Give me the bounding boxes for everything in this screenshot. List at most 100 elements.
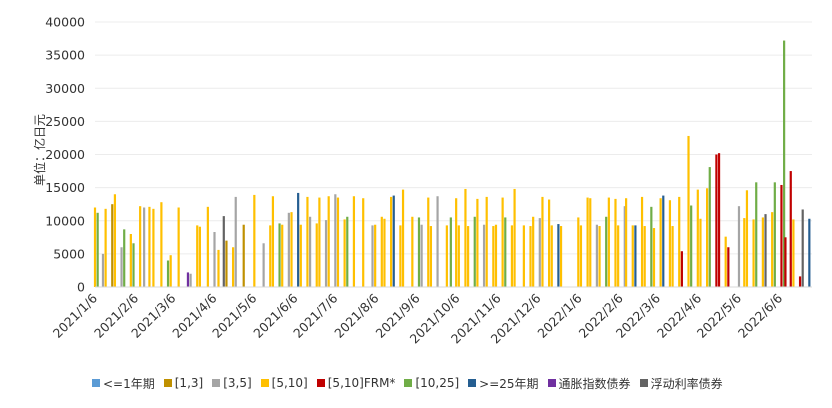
legend-item: [10,25]	[404, 376, 459, 390]
legend-swatch	[92, 379, 100, 387]
bar	[234, 196, 237, 287]
legend-label: <=1年期	[103, 376, 155, 391]
bars	[93, 40, 811, 287]
bar	[383, 218, 386, 287]
bar	[473, 216, 476, 287]
bar	[343, 219, 346, 287]
bar	[485, 196, 488, 287]
x-tick-label: 2021/5/6	[209, 290, 259, 340]
bar	[101, 253, 105, 287]
bar	[231, 247, 235, 287]
legend-item: [5,10]	[260, 376, 308, 390]
bar	[371, 225, 374, 287]
bar	[589, 198, 592, 287]
bar	[129, 234, 132, 287]
legend-swatch	[404, 379, 413, 387]
y-tick-label: 10000	[45, 213, 85, 228]
bar	[242, 224, 245, 287]
bar	[687, 135, 690, 287]
legend-swatch	[212, 379, 221, 387]
bar	[634, 225, 637, 287]
bar	[455, 198, 458, 287]
bar	[334, 194, 337, 287]
bar	[801, 209, 804, 287]
bar	[189, 273, 192, 287]
bar	[120, 247, 123, 287]
bar	[217, 249, 220, 287]
legend-item: [1,3]	[163, 376, 203, 390]
y-tick-label: 20000	[45, 147, 85, 162]
bar	[640, 196, 644, 287]
bar	[309, 216, 312, 287]
bar	[690, 205, 693, 287]
bar	[271, 196, 275, 287]
bar	[467, 226, 470, 287]
bar	[445, 225, 448, 287]
legend: <=1年期 [1,3] [3,5] [5,10] [5,10]FRM* [10,25] >=…	[92, 374, 822, 392]
legend-item: 通胀指数债券	[547, 375, 631, 392]
bar	[504, 217, 507, 287]
bar	[671, 226, 674, 287]
bar	[315, 223, 318, 287]
bar	[411, 216, 414, 287]
bar	[631, 225, 634, 287]
bar	[745, 190, 749, 287]
bar	[324, 220, 328, 287]
bar	[789, 171, 792, 287]
bar	[457, 225, 460, 287]
bar	[737, 206, 741, 287]
bar	[550, 225, 553, 287]
bar	[104, 208, 107, 287]
y-tick-label: 35000	[45, 48, 85, 63]
bar	[659, 198, 662, 287]
bar	[427, 197, 430, 287]
bar	[755, 182, 758, 287]
bar	[724, 236, 727, 287]
bar	[436, 196, 439, 287]
bar	[706, 188, 709, 287]
y-tick-label: 40000	[45, 15, 85, 30]
bar	[278, 223, 281, 287]
gridlines	[95, 21, 812, 255]
bar	[169, 255, 172, 287]
bar	[482, 224, 486, 287]
bar	[166, 260, 170, 287]
bar	[727, 247, 730, 287]
x-tick-label: 2022/5/6	[694, 290, 744, 340]
bar	[262, 243, 265, 287]
legend-label: [5,10]FRM*	[327, 376, 396, 390]
bar	[557, 224, 560, 287]
bar	[808, 218, 811, 287]
bar	[614, 198, 617, 287]
bar	[798, 276, 802, 287]
bar	[327, 196, 330, 287]
y-axis-label: 单位：亿日元	[32, 114, 47, 186]
bar	[389, 196, 393, 287]
bar	[93, 207, 97, 287]
x-tick-label: 2022/6/6	[735, 290, 785, 340]
bar	[139, 206, 142, 287]
bar	[148, 206, 151, 287]
bar	[281, 224, 284, 287]
bar	[299, 224, 302, 287]
bar	[297, 192, 300, 287]
bar	[225, 240, 228, 287]
legend-label: [10,25]	[415, 376, 460, 390]
x-tick-label: 2022/1/6	[534, 290, 584, 340]
bar	[548, 199, 551, 287]
bar	[559, 226, 563, 287]
bar	[607, 197, 610, 287]
bar	[522, 225, 525, 287]
legend-item: >=25年期	[468, 375, 539, 392]
x-tick-label: 2021/7/6	[290, 290, 340, 340]
bar	[111, 204, 114, 287]
bar	[643, 226, 646, 287]
bar	[652, 228, 656, 287]
bar	[196, 225, 199, 287]
bar	[177, 207, 180, 287]
bar	[773, 182, 776, 287]
legend-label: [3,5]	[223, 376, 252, 390]
bar	[598, 226, 601, 287]
bar	[449, 217, 452, 287]
